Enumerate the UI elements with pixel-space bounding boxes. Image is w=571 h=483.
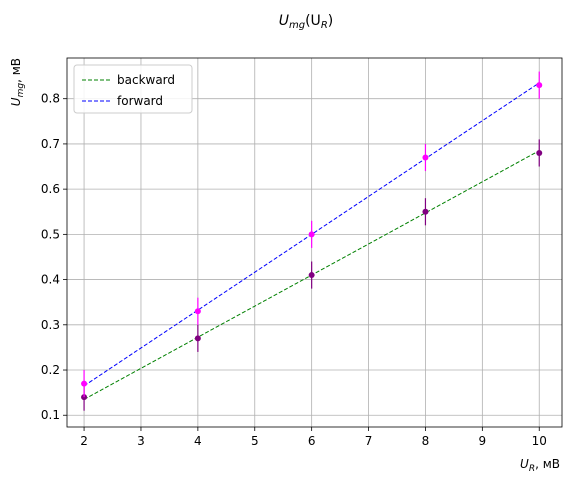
y-tick-label: 0.4 (41, 273, 60, 287)
legend-label-forward: forward (117, 94, 163, 108)
data-point-forward (308, 231, 315, 238)
data-point-forward (81, 380, 88, 387)
data-point-backward (422, 208, 429, 215)
title-main: U (279, 13, 289, 29)
y-tick-label: 0.8 (41, 92, 60, 106)
legend: backward forward (73, 64, 193, 114)
ticks: 2 3 4 5 6 7 8 9 10 0.1 0.2 0.3 0.4 0.5 0.6 0.7 0.8 (41, 92, 547, 448)
x-tick-label: 3 (137, 434, 145, 448)
y-tick-label: 0.6 (41, 182, 60, 196)
ylabel-rest: , мВ (9, 58, 23, 83)
data-point-forward (422, 154, 429, 161)
title-sub: mg (289, 20, 305, 31)
axes (66, 57, 563, 428)
series-forward (81, 71, 543, 398)
data-point-backward (194, 335, 201, 342)
title-end: ) (328, 13, 333, 29)
y-tick-label: 0.5 (41, 227, 60, 241)
title-rest: (U (305, 13, 321, 29)
data-point-forward (536, 82, 543, 89)
y-tick-label: 0.1 (41, 408, 60, 422)
ylabel-main: U (9, 97, 23, 106)
x-tick-label: 10 (532, 434, 547, 448)
chart-title-text: Umg(UR) (279, 13, 333, 31)
x-axis-label-text: UR, мВ (520, 457, 560, 474)
x-axis-label: UR, мВ (520, 457, 560, 474)
xlabel-sub: R (529, 464, 535, 474)
y-tick-label: 0.2 (41, 363, 60, 377)
x-tick-label: 9 (479, 434, 487, 448)
x-tick-label: 8 (422, 434, 430, 448)
x-tick-label: 2 (80, 434, 88, 448)
plot-frame (66, 57, 563, 428)
xlabel-main: U (520, 457, 529, 471)
data-point-backward (308, 272, 315, 279)
y-axis-label: Umg, мВ (9, 58, 26, 106)
y-tick-label: 0.7 (41, 137, 60, 151)
x-tick-label: 5 (251, 434, 259, 448)
x-tick-label: 6 (308, 434, 316, 448)
series-layer (81, 71, 543, 411)
ylabel-sub: mg (16, 83, 26, 98)
series-backward (81, 139, 543, 411)
x-tick-label: 4 (194, 434, 202, 448)
chart-title: Umg(UR) (279, 13, 333, 31)
xlabel-rest: , мВ (535, 457, 560, 471)
y-tick-label: 0.3 (41, 318, 60, 332)
title-sub2: R (321, 20, 328, 31)
legend-label-backward: backward (117, 73, 175, 87)
data-point-forward (194, 308, 201, 315)
y-axis-label-text: Umg, мВ (9, 58, 26, 106)
x-tick-label: 7 (365, 434, 373, 448)
data-point-backward (536, 149, 543, 156)
